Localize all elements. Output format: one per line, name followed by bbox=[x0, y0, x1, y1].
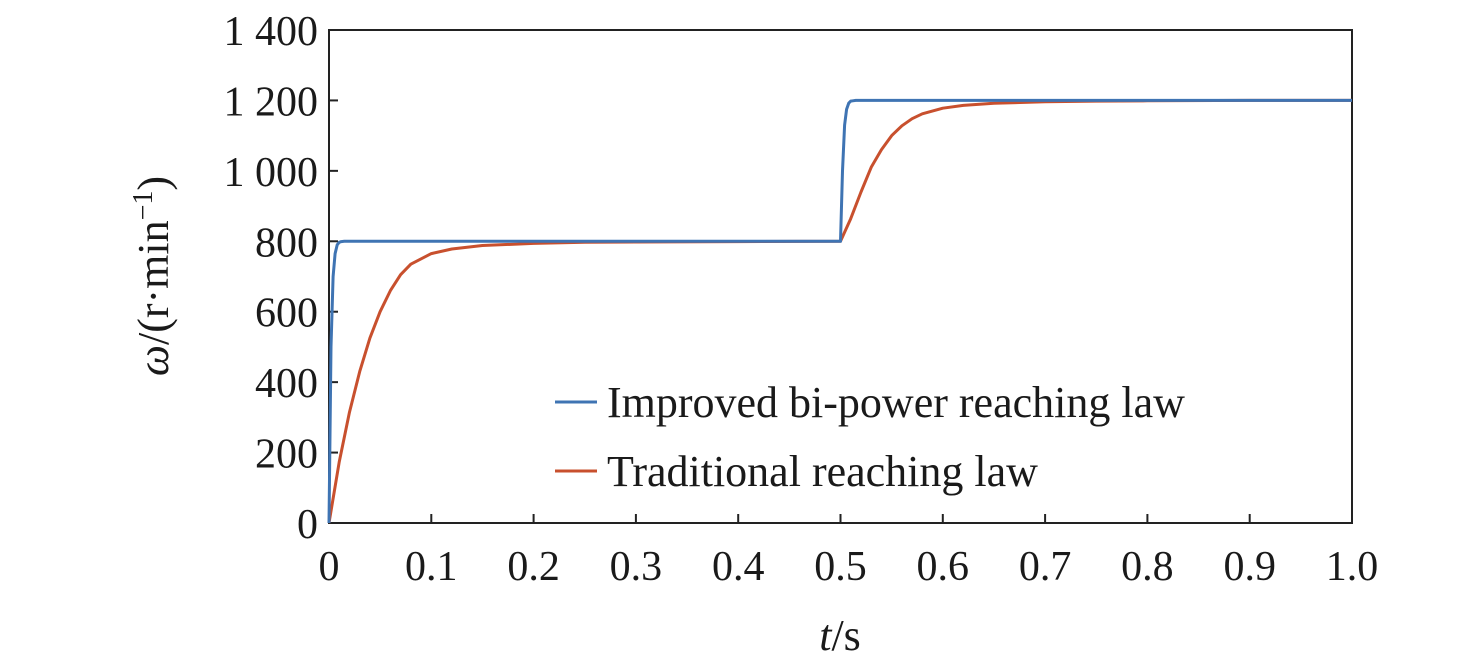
y-tick-label: 800 bbox=[255, 220, 318, 266]
x-tick-label: 0.2 bbox=[507, 544, 560, 590]
y-axis-label: ω/(r·min−1) bbox=[128, 176, 178, 376]
y-axis-unit-close: ) bbox=[129, 176, 178, 191]
legend-label-improved: Improved bi-power reaching law bbox=[607, 378, 1185, 427]
y-tick-label: 200 bbox=[255, 432, 318, 478]
y-axis: 0 200 400 600 800 1 000 1 200 1 400 bbox=[224, 9, 338, 548]
x-axis-unit: /s bbox=[831, 611, 860, 660]
series-layer bbox=[327, 98, 1352, 524]
y-tick-label: 400 bbox=[255, 361, 318, 407]
x-tick-label: 0.6 bbox=[917, 544, 970, 590]
x-tick-label: 0.5 bbox=[814, 544, 867, 590]
x-tick-label: 0.4 bbox=[712, 544, 765, 590]
legend-label-traditional: Traditional reaching law bbox=[607, 447, 1038, 496]
x-tick-label: 0.9 bbox=[1223, 544, 1276, 590]
y-tick-label: 600 bbox=[255, 291, 318, 337]
x-tick-label: 0 bbox=[319, 544, 340, 590]
series-line-improved bbox=[327, 98, 1352, 524]
x-tick-label: 0.7 bbox=[1019, 544, 1072, 590]
x-tick-label: 0.8 bbox=[1121, 544, 1174, 590]
y-tick-label: 1 200 bbox=[224, 79, 319, 125]
x-axis: 0 0.1 0.2 0.3 0.4 0.5 0.6 0.7 0.8 0.9 1.0 bbox=[319, 514, 1379, 590]
x-tick-label: 0.3 bbox=[610, 544, 663, 590]
legend: Improved bi-power reaching law Tradition… bbox=[555, 378, 1185, 496]
x-tick-label: 1.0 bbox=[1326, 544, 1379, 590]
y-tick-label: 0 bbox=[297, 502, 318, 548]
y-axis-unit: /(r·min bbox=[129, 220, 178, 345]
y-tick-label: 1 400 bbox=[224, 9, 319, 55]
y-tick-label: 1 000 bbox=[224, 150, 319, 196]
y-axis-unit-exponent: −1 bbox=[128, 191, 159, 221]
x-axis-var: t bbox=[819, 611, 833, 660]
y-axis-var: ω bbox=[129, 345, 178, 376]
x-tick-label: 0.1 bbox=[405, 544, 458, 590]
x-axis-label: t/s bbox=[819, 611, 861, 660]
